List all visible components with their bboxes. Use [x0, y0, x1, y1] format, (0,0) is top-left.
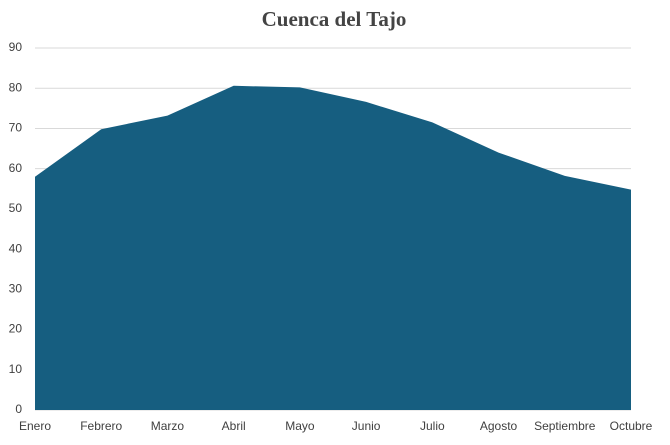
area — [35, 85, 631, 410]
y-tick-label: 60 — [9, 161, 23, 175]
x-tick-label: Octubre — [610, 419, 653, 433]
y-tick-label: 90 — [9, 40, 23, 54]
y-tick-label: 50 — [9, 201, 23, 215]
y-tick-label: 20 — [9, 322, 23, 336]
x-tick-label: Marzo — [151, 419, 185, 433]
x-tick-label: Julio — [420, 419, 445, 433]
x-tick-label: Abril — [222, 419, 246, 433]
y-tick-label: 80 — [9, 80, 23, 94]
chart-title: Cuenca del Tajo — [262, 7, 407, 31]
y-tick-label: 40 — [9, 241, 23, 255]
x-tick-label: Febrero — [80, 419, 122, 433]
x-tick-label: Junio — [352, 419, 381, 433]
x-tick-label: Agosto — [480, 419, 518, 433]
y-tick-label: 10 — [9, 362, 23, 376]
y-tick-label: 70 — [9, 121, 23, 135]
x-tick-label: Septiembre — [534, 419, 596, 433]
y-tick-label: 0 — [15, 402, 22, 416]
y-tick-label: 30 — [9, 282, 23, 296]
x-tick-label: Enero — [19, 419, 51, 433]
x-tick-label: Mayo — [285, 419, 315, 433]
